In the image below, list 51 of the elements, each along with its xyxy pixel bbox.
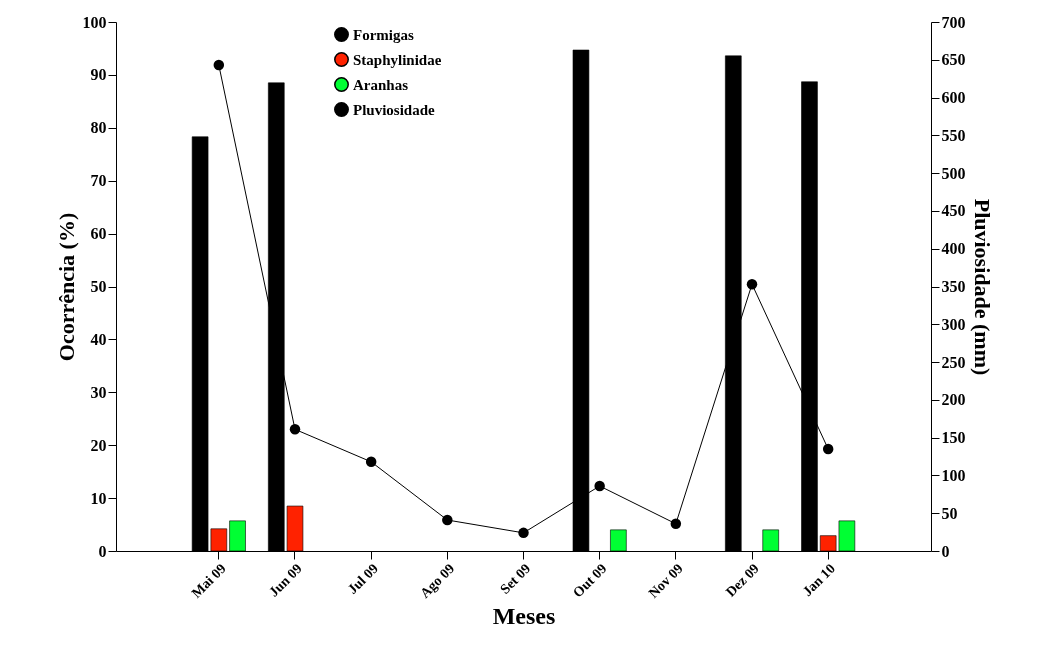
y2-tick-label: 350	[941, 278, 966, 295]
y-axis-title: Ocorrência (%)	[53, 212, 79, 362]
y2-tick-label: 400	[941, 240, 966, 258]
x-tick-label: Dez 09	[722, 560, 762, 600]
y2-tick-label: 450	[941, 202, 966, 220]
legend-label: Staphylinidae	[353, 51, 442, 68]
y2-tick-label: 300	[941, 315, 966, 333]
y-tick-label: 10	[90, 489, 107, 507]
point	[518, 527, 529, 539]
y2-tick-label: 600	[941, 89, 966, 107]
x-tick-label: Jun 09	[265, 560, 305, 600]
y-tick-label: 30	[90, 383, 107, 401]
point	[289, 424, 301, 435]
y2-tick-label: 150	[941, 429, 966, 447]
point	[442, 514, 453, 526]
point	[594, 480, 605, 492]
y-tick-label: 0	[98, 542, 107, 560]
legend-label: Formigas	[353, 26, 414, 43]
y2-tick-label: 250	[941, 353, 966, 371]
y2-tick-label: 0	[941, 542, 950, 560]
point	[365, 456, 377, 468]
y2-tick-label: 100	[941, 466, 966, 484]
y2-axis-title: Pluviosidade (mm)	[969, 198, 995, 376]
y-tick-label: 20	[90, 436, 107, 454]
y-tick-label: 80	[90, 119, 107, 137]
y2-tick-label: 500	[941, 164, 966, 182]
point	[213, 59, 225, 71]
point	[746, 279, 758, 290]
y2-tick-label: 650	[941, 51, 966, 69]
x-tick-label: Nov 09	[645, 560, 686, 601]
legend-label: Pluviosidade	[353, 101, 436, 118]
x-tick-label: Out 09	[570, 560, 610, 601]
x-tick-label: Jul 09	[344, 560, 382, 597]
y2-tick-label: 550	[941, 126, 966, 144]
y-tick-label: 90	[90, 66, 107, 84]
y2-tick-label: 50	[941, 504, 958, 522]
y-tick-label: 70	[90, 172, 107, 190]
x-tick-label: Set 09	[497, 560, 534, 597]
y-tick-label: 40	[90, 330, 107, 348]
y2-tick-label: 700	[941, 13, 966, 31]
y-tick-label: 100	[82, 13, 107, 31]
x-tick-label: Jan 10	[799, 560, 839, 600]
x-axis-title: Meses	[492, 602, 556, 629]
x-tick-label: Mai 09	[188, 560, 229, 601]
point	[670, 518, 682, 530]
legend-label: Aranhas	[353, 76, 409, 93]
x-tick-label: Ago 09	[417, 560, 458, 601]
y-tick-label: 50	[90, 278, 107, 295]
y-tick-label: 60	[90, 225, 107, 243]
point	[822, 443, 834, 455]
y2-tick-label: 200	[941, 391, 966, 409]
